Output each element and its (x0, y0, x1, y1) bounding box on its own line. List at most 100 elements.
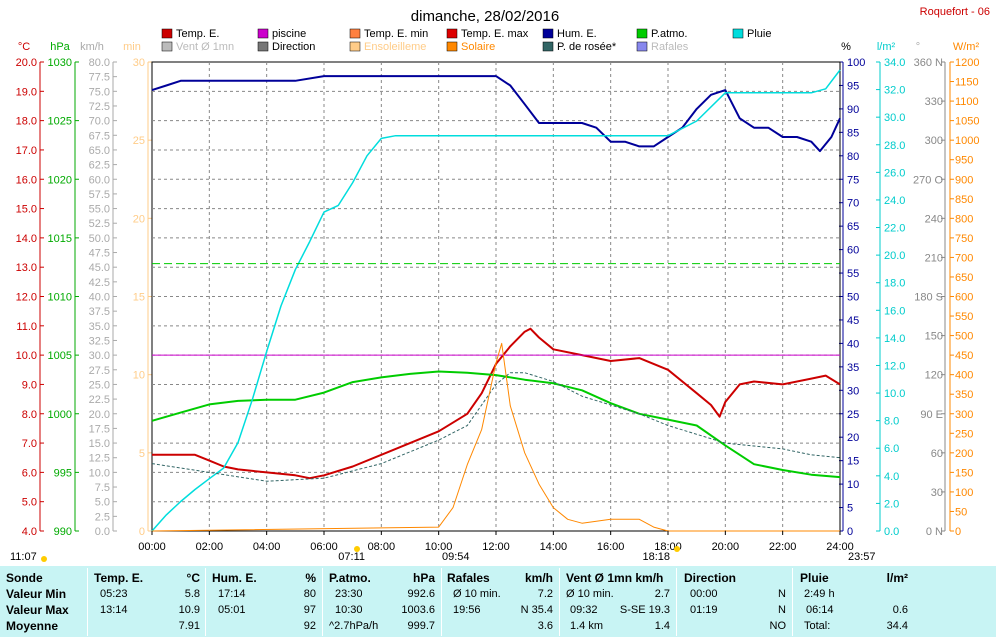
summary-patmo-trend: ^2.7hPa/h (329, 620, 379, 632)
axis-tick-label-rain: 30.0 (884, 112, 905, 124)
axis-tick-label-wind: 75.0 (89, 86, 110, 98)
summary-rafales-min-label: Ø 10 min. (453, 588, 501, 600)
axis-tick-label-wind: 57.5 (89, 189, 110, 201)
axis-tick-label-temp: 15.0 (16, 204, 37, 216)
legend-label: Ensoleilleme (364, 41, 426, 53)
axis-unit-label: min (123, 41, 141, 53)
legend-swatch (732, 28, 744, 39)
axis-unit-label: W/m² (953, 41, 980, 53)
summary-sonde-column: Sonde Valeur Min Valeur Max Moyenne (6, 566, 86, 637)
summary-pluie-max-time: 06:14 (806, 604, 834, 616)
legend-label: Rafales (651, 41, 689, 53)
axis-tick-label-press: 995 (54, 467, 72, 479)
summary-hum-column: Hum. E.% 17:14 80 05:01 97 92 (212, 566, 320, 637)
summary-vent-max-value: S-SE 19.3 (619, 604, 670, 616)
axis-unit-label: % (841, 41, 851, 53)
summary-hum-min-time: 17:14 (218, 588, 246, 600)
summary-divider (205, 568, 206, 636)
x-tick-label: 08:00 (368, 541, 396, 553)
time-marker-label: 18:18 (642, 551, 670, 563)
axis-tick-label-sun_min: 30 (133, 57, 145, 69)
axis-tick-label-wind: 40.0 (89, 292, 110, 304)
legend-swatch (446, 41, 458, 52)
summary-hum-header: Hum. E. (212, 571, 257, 585)
series-line (151, 69, 841, 532)
x-tick-label: 10:00 (425, 541, 453, 553)
axis-tick-label-wind: 22.5 (89, 394, 110, 406)
axis-tick-label-temp: 18.0 (16, 116, 37, 128)
axis-tick-label-solar: 550 (955, 311, 973, 323)
x-axis-ticks: 00:00 02:00 04:00 06:00 08:00 10:00 12:00 14:00… (138, 531, 854, 553)
axis-tick-label-rain: 4.0 (884, 471, 899, 483)
axis-tick-label-hum: 80 (847, 151, 859, 163)
axis-tick-label-rain: 8.0 (884, 416, 899, 428)
axis-tick-label-rain: 0.0 (884, 526, 899, 538)
axis-tick-label-wind: 0.0 (95, 526, 110, 538)
time-markers: 11:07 07:11 09:54 18:18 23:57 (10, 546, 876, 563)
summary-direction-min-value: N (778, 588, 786, 600)
summary-vent-min-value: 2.7 (654, 588, 670, 600)
legend-label: Solaire (461, 41, 495, 53)
axis-tick-label-wind: 32.5 (89, 335, 110, 347)
axis-tick-label-temp: 4.0 (22, 526, 37, 538)
axis-tick-label-temp: 8.0 (22, 409, 37, 421)
axis-tick-label-sun_min: 10 (133, 370, 145, 382)
axis-tick-label-wind: 80.0 (89, 57, 110, 69)
legend-label: P. de rosée* (557, 41, 617, 53)
legend-swatch (257, 28, 269, 39)
summary-direction-max-time: 01:19 (690, 604, 718, 616)
axis-tick-label-solar: 1200 (955, 57, 979, 69)
axis-tick-label-press: 1005 (48, 350, 72, 362)
x-tick-label: 02:00 (196, 541, 224, 553)
axis-tick-label-solar: 300 (955, 409, 973, 421)
axis-tick-label-temp: 7.0 (22, 438, 37, 450)
time-marker-label: 09:54 (442, 551, 470, 563)
summary-pluie-header: Pluie (800, 571, 829, 585)
legend-label: P.atmo. (651, 28, 688, 40)
axis-tick-label-wind: 20.0 (89, 409, 110, 421)
weather-chart: dimanche, 28/02/2016 Roquefort - 06 Temp… (10, 6, 990, 563)
axis-tick-label-press: 1000 (48, 409, 72, 421)
axis-tick-label-dir: 360 N (914, 57, 943, 69)
axis-tick-label-rain: 34.0 (884, 57, 905, 69)
legend: Temp. E. piscine Temp. E. min Temp. E. max H… (161, 28, 771, 53)
axis-tick-label-solar: 1150 (955, 77, 979, 89)
sun-marker (41, 556, 47, 562)
axis-tick-label-solar: 350 (955, 389, 973, 401)
axis-tick-label-hum: 60 (847, 245, 859, 257)
legend-swatch (257, 41, 269, 52)
legend-label: Direction (272, 41, 315, 53)
summary-vent-header: Vent Ø 1mn km/h (566, 571, 664, 585)
axis-tick-label-hum: 55 (847, 268, 859, 280)
axis-tick-label-temp: 17.0 (16, 145, 37, 157)
axis-tick-label-hum: 15 (847, 456, 859, 468)
axis-tick-label-hum: 85 (847, 127, 859, 139)
axis-tick-label-wind: 55.0 (89, 204, 110, 216)
legend-label: Temp. E. (176, 28, 219, 40)
summary-divider (322, 568, 323, 636)
axis-tick-label-wind: 47.5 (89, 248, 110, 260)
sun-marker (354, 546, 360, 552)
axis-tick-label-sun_min: 0 (139, 526, 145, 538)
axis-tick-label-wind: 77.5 (89, 72, 110, 84)
summary-divider (87, 568, 88, 636)
summary-rafales-column: Rafales km/h Ø 10 min. 7.2 19:56 N 35.4 3.6 (447, 566, 557, 637)
axis-tick-label-wind: 37.5 (89, 306, 110, 318)
axis-tick-label-rain: 14.0 (884, 333, 905, 345)
summary-divider (676, 568, 677, 636)
axis-tick-label-wind: 60.0 (89, 174, 110, 186)
axis-unit-label: ° (916, 41, 920, 53)
axis-tick-label-wind: 72.5 (89, 101, 110, 113)
axis-tick-label-wind: 5.0 (95, 497, 110, 509)
series-line (152, 327, 841, 480)
legend-label: Hum. E. (557, 28, 597, 40)
summary-patmo-min-value: 992.6 (407, 588, 435, 600)
axis-tick-label-wind: 35.0 (89, 321, 110, 333)
summary-direction-max-value: N (778, 604, 786, 616)
summary-temp-max-time: 13:14 (100, 604, 128, 616)
axis-unit-label: hPa (50, 41, 70, 53)
summary-hum-min-value: 80 (303, 588, 316, 600)
legend-label: Temp. E. max (461, 28, 529, 40)
series-line (151, 372, 841, 482)
summary-hum-max-time: 05:01 (218, 604, 246, 616)
